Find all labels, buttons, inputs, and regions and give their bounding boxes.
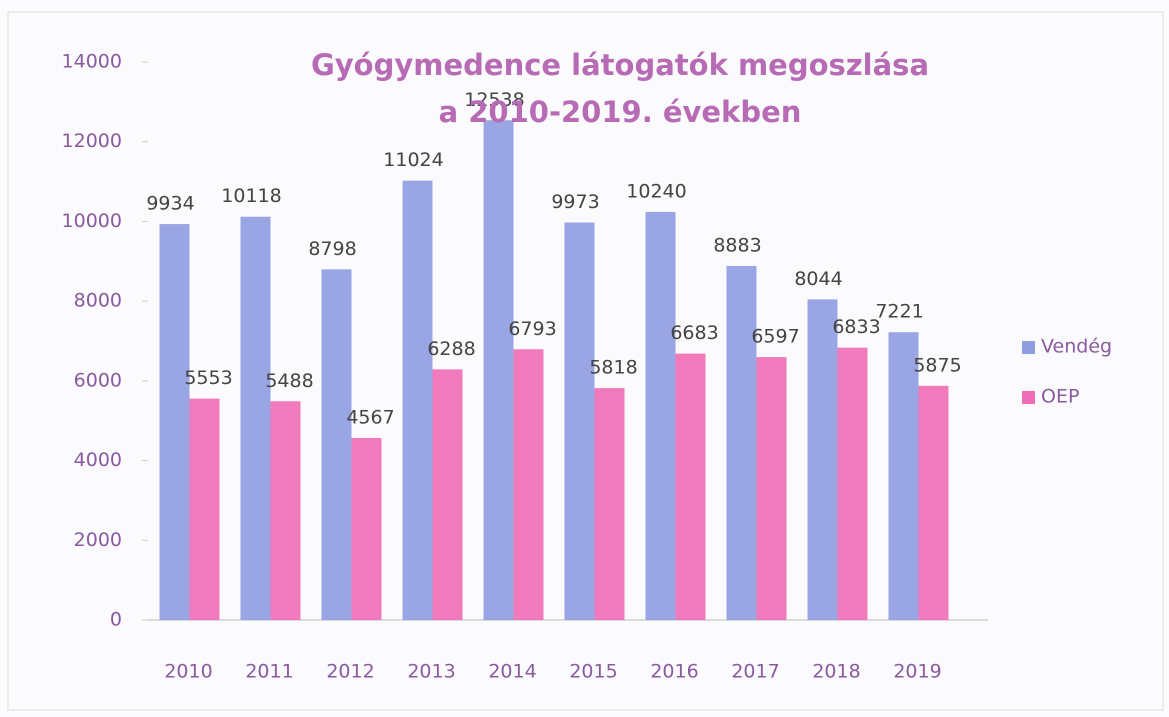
data-label: 10240 <box>626 180 686 202</box>
bar <box>645 211 676 620</box>
data-label: 10118 <box>221 185 281 207</box>
bar <box>888 332 919 620</box>
x-tick-label: 2018 <box>812 661 860 683</box>
x-tick-label: 2019 <box>893 661 941 683</box>
x-tick-label: 2017 <box>731 661 779 683</box>
legend-label: OEP <box>1041 386 1079 408</box>
bar <box>351 437 382 620</box>
bar <box>726 265 757 620</box>
data-label: 8044 <box>794 268 842 290</box>
bar <box>807 299 838 620</box>
data-label: 8798 <box>308 238 356 260</box>
x-tick-label: 2010 <box>164 661 212 683</box>
bar <box>159 224 190 620</box>
x-tick-label: 2011 <box>245 661 293 683</box>
data-label: 6597 <box>751 326 799 348</box>
y-tick-label: 12000 <box>62 130 122 152</box>
legend-label: Vendég <box>1041 336 1112 358</box>
y-tick-label: 14000 <box>62 51 122 73</box>
x-tick-label: 2014 <box>488 661 536 683</box>
x-tick-label: 2015 <box>569 661 617 683</box>
data-label: 4567 <box>346 406 394 428</box>
data-label: 12538 <box>464 89 524 111</box>
data-label: 9934 <box>146 193 194 215</box>
bar <box>321 269 352 620</box>
y-tick-label: 0 <box>110 609 122 631</box>
chart-title: Gyógymedence látogatók megoszlása a 2010… <box>310 48 930 129</box>
y-tick-label: 8000 <box>74 290 122 312</box>
data-label: 5488 <box>265 370 313 392</box>
x-tick-label: 2016 <box>650 661 698 683</box>
data-label: 5875 <box>913 354 961 376</box>
bar <box>594 388 625 620</box>
data-label: 9973 <box>551 191 599 213</box>
data-label: 6683 <box>670 322 718 344</box>
data-label: 5818 <box>589 357 637 379</box>
y-tick-label: 6000 <box>74 369 122 391</box>
bar <box>402 180 433 620</box>
data-label: 7221 <box>875 301 923 323</box>
data-label: 6833 <box>832 316 880 338</box>
bar <box>918 385 949 620</box>
bar <box>432 369 463 620</box>
chart-frame <box>7 11 1164 711</box>
legend-swatch <box>1022 341 1035 354</box>
y-tick-label: 2000 <box>74 529 122 551</box>
data-label: 5553 <box>184 367 232 389</box>
legend-swatch <box>1022 391 1035 404</box>
data-label: 11024 <box>383 149 443 171</box>
bar <box>513 349 544 620</box>
data-label: 6288 <box>427 338 475 360</box>
bar <box>189 398 220 620</box>
x-tick-label: 2013 <box>407 661 455 683</box>
data-label: 8883 <box>713 234 761 256</box>
bar <box>675 353 706 620</box>
y-tick-label: 10000 <box>62 210 122 232</box>
bar <box>270 401 301 620</box>
x-tick-label: 2012 <box>326 661 374 683</box>
bar <box>483 120 514 620</box>
bar <box>756 357 787 620</box>
y-tick-label: 4000 <box>74 449 122 471</box>
data-label: 6793 <box>508 318 556 340</box>
bar <box>240 216 271 620</box>
bar <box>564 222 595 621</box>
bar <box>837 347 868 620</box>
